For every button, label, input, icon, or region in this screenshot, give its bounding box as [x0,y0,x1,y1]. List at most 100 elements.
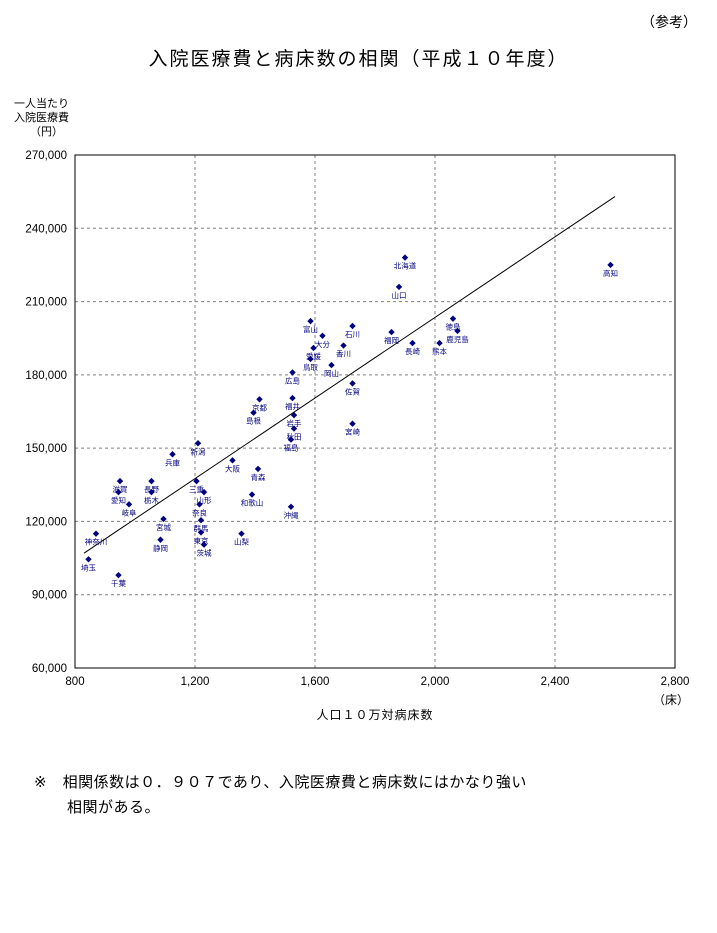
data-point-山形 [200,488,208,496]
data-point-香川 [340,342,347,349]
point-label: 静岡 [153,543,168,553]
point-label: 沖縄 [284,510,299,520]
point-label: 青森 [251,472,266,482]
note-line1: ※ 相関係数は０．９０７であり、入院医療費と病床数にはかなり強い [34,774,527,791]
data-point-岡山 [328,361,335,369]
point-label: 山梨 [234,537,249,547]
point-label: 長野 [144,485,159,494]
data-point-岐阜 [125,501,133,508]
point-label: 新潟 [191,446,206,456]
data-point-大阪 [229,457,236,464]
point-label: 香川 [336,349,351,359]
data-point-福岡 [388,328,395,336]
data-point-山梨 [238,530,245,537]
point-label: 滋賀 [113,484,128,494]
y-tick-label: 180,000 [25,370,67,382]
note-text: ※ 相関係数は０．９０７であり、入院医療費と病床数にはかなり強い 相関がある。 [34,770,674,820]
data-point-富山 [307,317,314,325]
point-label: 神奈川 [85,537,108,547]
point-label: 和歌山 [241,498,264,508]
data-point-長野 [148,477,155,485]
note-line2: 相関がある。 [67,799,161,816]
data-point-千葉 [115,571,122,579]
x-tick-label: 1,200 [181,676,210,688]
data-point-新潟 [194,440,202,447]
point-label: 秋田 [287,432,302,442]
y-tick-label: 60,000 [32,663,67,675]
data-point-岩手 [290,411,298,419]
y-axis-title-line1: 一人当たり [14,98,69,110]
data-point-福井 [289,394,296,402]
x-tick-label: 2,800 [661,676,690,688]
data-point-三重 [193,477,200,485]
y-tick-label: 90,000 [32,590,67,602]
point-label: 兵庫 [165,457,180,467]
data-point-大分 [319,332,326,339]
y-tick-label: 210,000 [25,297,67,309]
trend-line [83,196,616,554]
point-label: 北海道 [394,261,417,271]
data-point-宮崎 [349,420,356,427]
point-label: 山形 [197,495,212,505]
data-point-神奈川 [92,530,100,537]
point-label: 鳥取 [303,362,318,372]
point-label: 島根 [246,416,261,426]
data-point-徳島 [449,315,457,322]
reference-label: （参考） [641,14,697,30]
y-tick-label: 240,000 [25,223,67,235]
y-tick-label: 120,000 [25,516,67,528]
point-label: 石川 [345,330,360,339]
data-point-鳥取 [307,355,314,363]
point-label: 大分 [315,339,330,349]
data-point-兵庫 [169,451,176,458]
point-label: 三重 [189,485,204,494]
data-point-山口 [395,283,403,291]
data-point-滋賀 [116,477,124,485]
x-tick-label: 2,000 [421,676,450,688]
data-point-群馬 [197,517,205,524]
point-label: 栃木 [144,495,159,505]
data-point-北海道 [401,254,409,261]
data-point-高知 [607,261,614,269]
point-label: 京都 [252,402,267,412]
point-label: 佐賀 [345,386,360,396]
point-label: 宮崎 [345,427,360,437]
x-tick-label: 1,600 [301,676,330,688]
point-label: 福井 [285,401,300,411]
point-label: 茨城 [197,548,212,558]
data-point-福島 [287,436,295,443]
x-tick-label: 2,400 [541,676,570,688]
y-axis-title: 一人当たり 入院医療費 （円） [14,97,69,139]
data-point-和歌山 [248,491,256,498]
data-point-秋田 [290,425,298,432]
point-label: 東京 [194,535,209,545]
point-label: 愛知 [111,495,126,505]
x-tick-label: 800 [65,676,84,688]
point-label: 埼玉 [81,562,96,572]
plot-border [74,154,676,669]
data-point-静岡 [157,536,164,543]
data-point-愛知 [115,488,122,496]
data-point-島根 [250,409,257,416]
y-axis-title-line3: （円） [30,126,63,138]
point-label: 熊本 [432,346,447,356]
point-label: 福岡 [384,336,399,345]
point-label: 岐阜 [122,507,137,517]
point-label: 奈良 [192,507,207,517]
point-label: 福島 [284,443,299,453]
point-label: 千葉 [111,578,126,588]
data-point-長崎 [409,339,416,347]
data-point-埼玉 [85,556,92,563]
data-point-奈良 [196,501,203,508]
data-point-愛媛 [310,344,317,352]
data-point-沖縄 [287,503,295,510]
point-label: 岡山 [324,368,339,378]
y-axis-title-line2: 入院医療費 [14,112,69,124]
point-label: 高知 [603,268,618,278]
point-label: 徳島 [446,322,461,332]
y-tick-label: 270,000 [25,150,67,162]
point-label: 鹿児島 [446,334,469,344]
point-label: 群馬 [194,523,209,533]
x-axis-title: 人口１０万対病床数 [316,708,434,722]
